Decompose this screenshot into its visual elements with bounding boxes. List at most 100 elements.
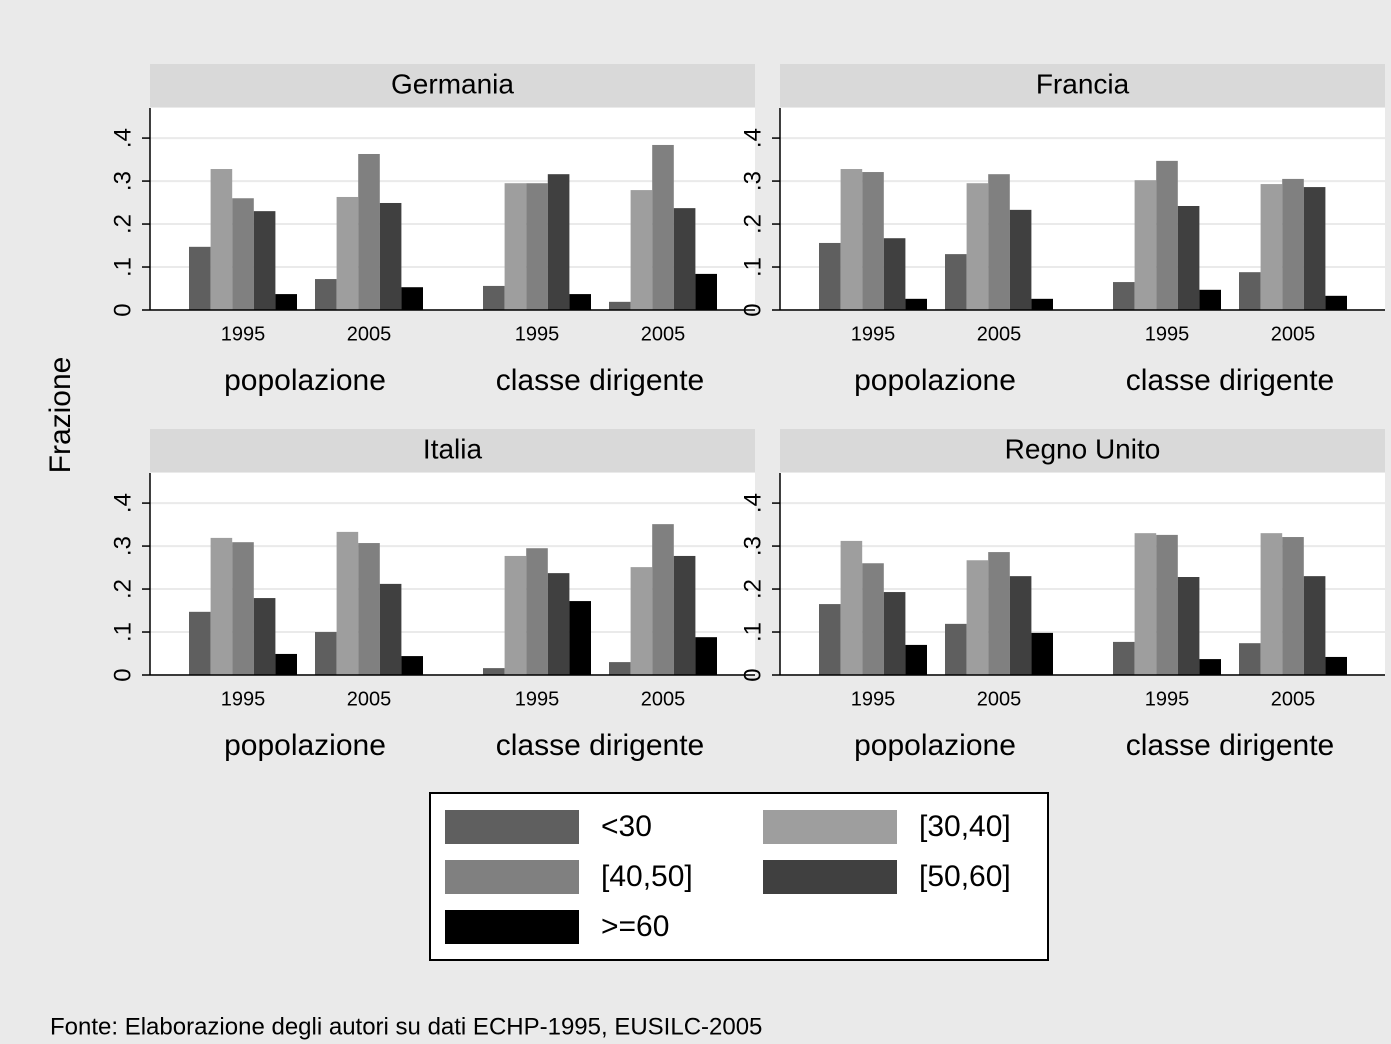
bar (1199, 659, 1221, 675)
legend-label: >=60 (601, 910, 669, 943)
legend-swatch (763, 860, 897, 894)
x-tick-label: 1995 (221, 323, 266, 345)
bar (1134, 180, 1157, 310)
bar (1156, 534, 1178, 675)
bar (1260, 533, 1283, 675)
y-tick-label: .2 (739, 214, 766, 234)
bar (1239, 643, 1261, 675)
legend-swatch (763, 810, 897, 844)
bar (379, 202, 402, 310)
note: Fonte: Elaborazione degli autori su dati… (50, 1013, 762, 1040)
bar (1325, 295, 1347, 310)
bar (253, 211, 276, 310)
bar (819, 604, 841, 675)
panel-title: Regno Unito (1005, 433, 1161, 464)
bar (1031, 632, 1053, 675)
group-label: classe dirigente (1126, 729, 1334, 762)
legend-swatch (445, 860, 579, 894)
legend-label: <30 (601, 810, 652, 843)
bar (862, 563, 884, 675)
bar (1239, 272, 1261, 310)
y-axis-title: Frazione (44, 357, 77, 474)
bar (819, 242, 841, 310)
x-tick-label: 2005 (1271, 323, 1316, 345)
panel-title: Germania (391, 68, 514, 99)
bar (569, 601, 591, 675)
bar (504, 555, 527, 675)
bar (966, 183, 989, 310)
y-tick-label: 0 (739, 668, 766, 681)
y-tick-label: .1 (739, 257, 766, 277)
x-tick-label: 1995 (515, 323, 560, 345)
bar (630, 190, 653, 310)
y-tick-label: 0 (109, 668, 136, 681)
y-tick-label: .3 (739, 536, 766, 556)
strip (150, 64, 755, 107)
bar (945, 254, 967, 310)
legend-label: [40,50] (601, 860, 693, 893)
y-tick-label: .4 (739, 128, 766, 148)
bar (673, 555, 696, 675)
group-label: popolazione (854, 364, 1016, 397)
bar (336, 196, 359, 310)
bar (358, 153, 380, 310)
bar (862, 172, 884, 310)
bar (630, 567, 653, 675)
bar (840, 169, 863, 310)
y-tick-label: .4 (109, 493, 136, 513)
strip (150, 429, 755, 472)
legend-label: [50,60] (919, 860, 1011, 893)
y-tick-label: .1 (739, 622, 766, 642)
bar (1134, 533, 1157, 675)
bar (652, 524, 674, 675)
y-tick-label: .1 (109, 257, 136, 277)
strip (780, 64, 1385, 107)
bar (1282, 178, 1304, 310)
group-label: popolazione (854, 729, 1016, 762)
bar (652, 144, 674, 310)
bar (315, 279, 337, 310)
bar (1177, 205, 1200, 310)
bar (1303, 187, 1326, 310)
x-tick-label: 2005 (347, 688, 392, 710)
bar (1113, 282, 1135, 310)
bar (1156, 160, 1178, 310)
bar (275, 653, 297, 675)
bar (1199, 289, 1221, 310)
bar (883, 592, 906, 675)
bar (401, 287, 423, 310)
y-tick-label: .3 (739, 171, 766, 191)
x-tick-label: 2005 (1271, 688, 1316, 710)
bar (189, 246, 211, 310)
bar (988, 174, 1010, 310)
strip (780, 429, 1385, 472)
bar (275, 294, 297, 310)
bar (1113, 641, 1135, 675)
x-tick-label: 2005 (977, 688, 1022, 710)
bar (988, 552, 1010, 675)
x-tick-label: 2005 (641, 323, 686, 345)
group-label: classe dirigente (1126, 364, 1334, 397)
y-tick-label: .2 (109, 214, 136, 234)
bar (232, 542, 254, 675)
bar (1303, 576, 1326, 675)
x-tick-label: 1995 (851, 323, 896, 345)
x-tick-label: 1995 (1145, 688, 1190, 710)
x-tick-label: 2005 (977, 323, 1022, 345)
bar (673, 208, 696, 310)
bar (905, 644, 927, 675)
bar (966, 560, 989, 675)
panel-title: Francia (1036, 68, 1130, 99)
y-tick-label: .4 (739, 493, 766, 513)
bar (695, 637, 717, 675)
bar (609, 662, 631, 675)
bar (1031, 298, 1053, 310)
y-tick-label: .3 (109, 536, 136, 556)
bar (504, 183, 527, 310)
x-tick-label: 1995 (1145, 323, 1190, 345)
bar (210, 537, 233, 675)
legend-swatch (445, 910, 579, 944)
bar (695, 273, 717, 310)
bar (1282, 537, 1304, 675)
y-tick-label: .2 (109, 579, 136, 599)
